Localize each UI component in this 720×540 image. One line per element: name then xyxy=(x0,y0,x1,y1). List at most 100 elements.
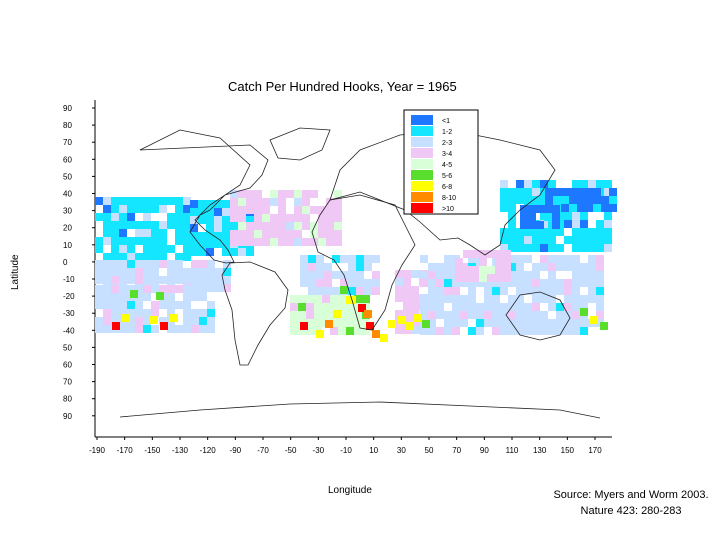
catch-rate-cell xyxy=(588,180,596,188)
catch-rate-cell xyxy=(548,279,556,287)
catch-rate-cell xyxy=(540,295,548,303)
catch-rate-cell xyxy=(590,316,598,324)
catch-rate-cell xyxy=(572,287,580,295)
catch-rate-cell xyxy=(484,303,492,311)
catch-rate-cell xyxy=(348,271,356,279)
catch-rate-cell xyxy=(143,260,151,268)
catch-rate-cell xyxy=(463,250,471,258)
catch-rate-cell xyxy=(326,238,334,246)
catch-rate-cell xyxy=(290,295,298,303)
catch-rate-cell xyxy=(314,303,322,311)
catch-rate-cell xyxy=(143,276,151,284)
catch-rate-cell xyxy=(151,276,159,284)
catch-rate-cell xyxy=(524,180,532,188)
y-tick-label: 70 xyxy=(63,378,72,387)
catch-rate-cell xyxy=(324,279,332,287)
catch-rate-cell xyxy=(119,301,127,309)
catch-rate-cell xyxy=(230,214,238,222)
catch-rate-cell xyxy=(468,327,476,335)
catch-rate-cell xyxy=(262,198,270,206)
catch-rate-cell xyxy=(596,180,604,188)
catch-rate-cell xyxy=(191,293,199,301)
catch-rate-cell xyxy=(151,197,159,205)
y-tick-label: 50 xyxy=(63,343,72,352)
catch-rate-cell xyxy=(254,214,262,222)
catch-rate-cell xyxy=(207,317,215,325)
catch-rate-cell xyxy=(278,214,286,222)
catch-rate-cell xyxy=(183,276,191,284)
legend: <1 1-2 2-3 3-4 4-5 5-6 6-8 8-10 >10 xyxy=(403,109,479,215)
catch-rate-cell xyxy=(199,325,207,333)
catch-rate-cell xyxy=(580,236,588,244)
catch-rate-cell xyxy=(238,222,246,230)
catch-rate-cell xyxy=(348,279,356,287)
catch-rate-cell xyxy=(468,287,476,295)
catch-rate-cell xyxy=(198,200,206,208)
catch-rate-cell xyxy=(103,325,111,333)
catch-rate-cell xyxy=(322,303,330,311)
catch-rate-cell xyxy=(516,263,524,271)
catch-rate-cell xyxy=(206,248,214,256)
catch-rate-cell xyxy=(548,319,556,327)
catch-rate-cell xyxy=(452,295,460,303)
catch-rate-cell xyxy=(564,255,572,263)
catch-rate-cell xyxy=(175,301,183,309)
catch-rate-cell xyxy=(175,213,183,221)
catch-rate-cell xyxy=(468,311,476,319)
catch-rate-cell xyxy=(540,180,548,188)
catch-rate-cell xyxy=(428,311,436,319)
x-tick-label: 130 xyxy=(533,446,547,455)
catch-rate-cell xyxy=(127,213,135,221)
catch-rate-cell xyxy=(222,200,230,208)
catch-rate-cell xyxy=(338,303,346,311)
catch-rate-cell xyxy=(356,287,364,295)
catch-rate-cell xyxy=(516,327,524,335)
catch-rate-cell xyxy=(484,319,492,327)
catch-rate-cell xyxy=(191,309,199,317)
catch-rate-cell xyxy=(302,214,310,222)
catch-rate-cell xyxy=(167,221,175,229)
catch-rate-cell xyxy=(103,205,111,213)
source-line-1: Source: Myers and Worm 2003. xyxy=(553,489,709,501)
catch-rate-cell xyxy=(500,327,508,335)
catch-rate-cell xyxy=(334,190,342,198)
catch-rate-cell xyxy=(95,268,103,276)
catch-rate-cell xyxy=(403,310,411,318)
catch-rate-cell xyxy=(334,238,342,246)
catch-rate-cell xyxy=(199,285,207,293)
catch-rate-cell xyxy=(508,212,516,220)
catch-rate-cell xyxy=(593,188,601,196)
catch-rate-cell xyxy=(214,200,222,208)
catch-rate-cell xyxy=(190,232,198,240)
catch-rate-cell xyxy=(516,303,524,311)
catch-rate-cell xyxy=(528,213,536,221)
catch-rate-cell xyxy=(103,268,111,276)
source-citation: Source: Myers and Worm 2003. Nature 423:… xyxy=(536,487,720,519)
catch-rate-cell xyxy=(524,236,532,244)
catch-rate-cell xyxy=(111,237,119,245)
catch-rate-cell xyxy=(552,221,560,229)
catch-rate-cell xyxy=(119,325,127,333)
catch-rate-cell xyxy=(207,276,215,284)
catch-rate-cell xyxy=(294,238,302,246)
catch-rate-cell xyxy=(406,322,414,330)
catch-rate-cell xyxy=(444,271,452,279)
catch-rate-cell xyxy=(199,260,207,268)
catch-rate-cell xyxy=(609,204,617,212)
catch-rate-cell xyxy=(135,253,143,261)
catch-rate-cell xyxy=(348,255,356,263)
catch-rate-cell xyxy=(420,271,428,279)
catch-rate-cell xyxy=(112,322,120,330)
catch-rate-cell xyxy=(580,319,588,327)
catch-rate-cell xyxy=(175,268,183,276)
catch-rate-cell xyxy=(214,232,222,240)
catch-rate-cell xyxy=(111,260,119,268)
catch-rate-cell xyxy=(411,286,419,294)
catch-rate-cell xyxy=(604,236,612,244)
catch-rate-cell xyxy=(290,311,298,319)
catch-rate-cell xyxy=(484,279,492,287)
catch-rate-cell xyxy=(548,287,556,295)
catch-rate-cell xyxy=(487,266,495,274)
catch-rate-cell xyxy=(540,196,548,204)
catch-rate-cell xyxy=(119,205,127,213)
